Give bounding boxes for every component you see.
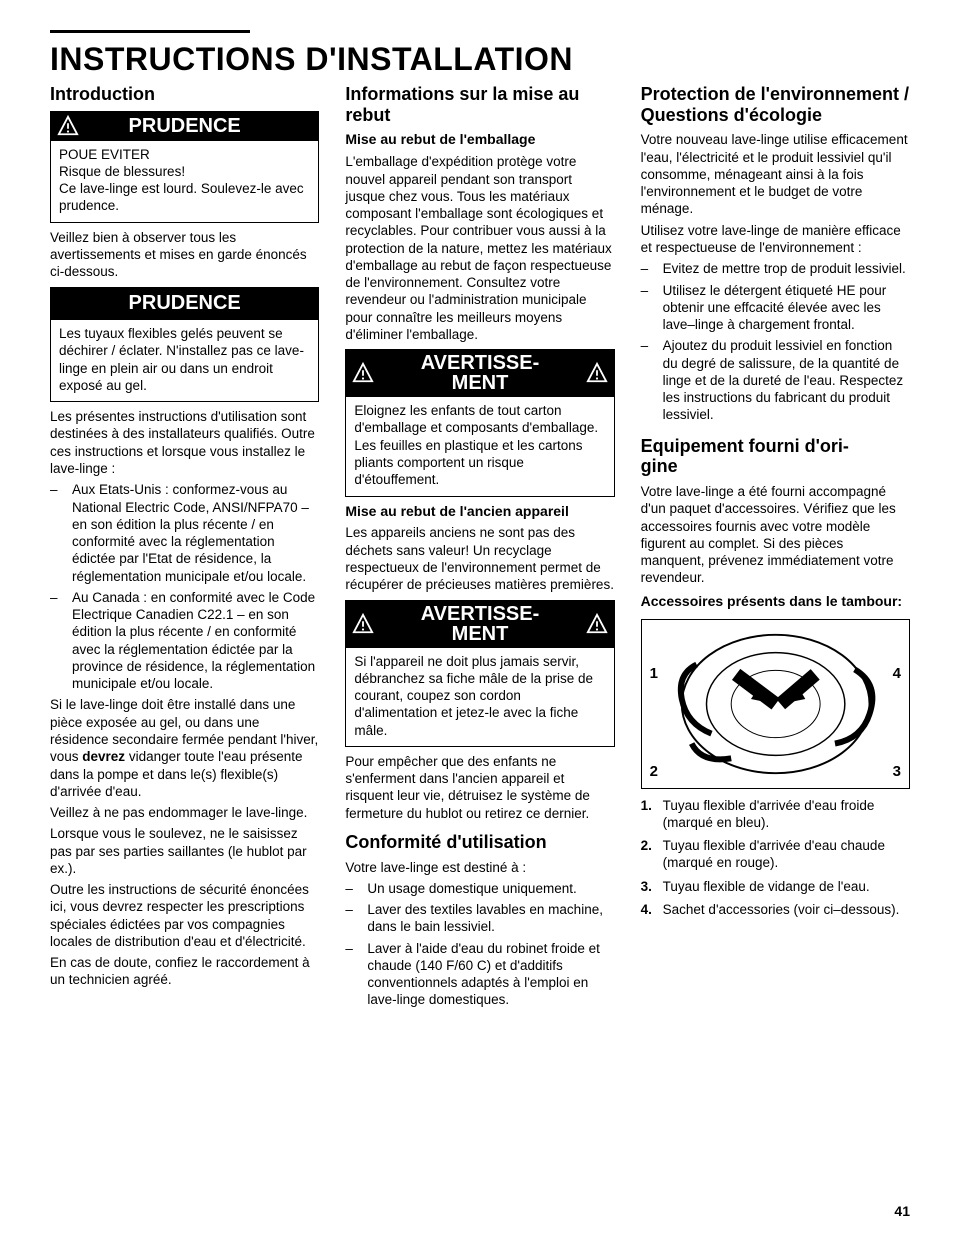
callout-3: 3 — [893, 762, 901, 781]
warning-icon — [586, 362, 608, 384]
body-text: Veillez bien à observer tous les avertis… — [50, 229, 319, 281]
caution-header: PRUDENCE — [51, 112, 318, 141]
list-item: 2.Tuyau flexible d'arrivée d'eau chaude … — [641, 837, 910, 872]
warning-body: Eloignez les enfants de tout carton d'em… — [346, 397, 613, 495]
columns: Introduction PRUDENCE POUE EVITER Risque… — [50, 84, 910, 1013]
caution-header: PRUDENCE — [51, 288, 318, 321]
bullet-list: –Aux Etats-Unis : conformez-vous au Nati… — [50, 481, 319, 692]
callout-4: 4 — [893, 664, 901, 683]
body-text: Les appareils anciens ne sont pas des dé… — [345, 524, 614, 593]
warning-box-2: AVERTISSE- MENT Si l'appareil ne doit pl… — [345, 600, 614, 747]
column-3: Protection de l'environnement / Question… — [641, 84, 910, 1013]
caution-text: POUE EVITER — [59, 146, 310, 163]
environment-heading: Protection de l'environnement / Question… — [641, 84, 910, 125]
page-number: 41 — [894, 1203, 910, 1219]
list-item: –Ajoutez du produit lessiviel en fonctio… — [641, 337, 910, 423]
body-text: Votre nouveau lave-linge utilise efficac… — [641, 131, 910, 217]
bullet-list: –Un usage domestique uniquement. –Laver … — [345, 880, 614, 1009]
caution-box-1: PRUDENCE POUE EVITER Risque de blessures… — [50, 111, 319, 223]
caution-label: PRUDENCE — [57, 291, 312, 317]
body-text: Utilisez votre lave-linge de manière eff… — [641, 222, 910, 257]
body-text: Outre les instructions de sécurité énonc… — [50, 881, 319, 950]
column-1: Introduction PRUDENCE POUE EVITER Risque… — [50, 84, 319, 1013]
page-title: INSTRUCTIONS D'INSTALLATION — [50, 41, 910, 78]
body-text: En cas de doute, confiez le raccordement… — [50, 954, 319, 989]
bullet-list: –Evitez de mettre trop de produit lessiv… — [641, 260, 910, 423]
body-text: L'emballage d'expédition protège votre n… — [345, 153, 614, 343]
list-item: 1.Tuyau flexible d'arrivée d'eau froide … — [641, 797, 910, 832]
warning-icon — [352, 613, 374, 635]
drum-illustration — [642, 620, 909, 788]
warning-label: AVERTISSE- MENT — [374, 604, 585, 644]
list-item: –Evitez de mettre trop de produit lessiv… — [641, 260, 910, 277]
warning-icon — [57, 115, 79, 137]
body-text: Votre lave-linge a été fourni accompagné… — [641, 483, 910, 587]
column-2: Informations sur la mise au rebut Mise a… — [345, 84, 614, 1013]
conformity-heading: Conformité d'utilisation — [345, 832, 614, 853]
warning-body: Si l'appareil ne doit plus jamais servir… — [346, 648, 613, 746]
drum-figure: 1 2 3 4 — [641, 619, 910, 789]
list-item: –Utilisez le détergent étiqueté HE pour … — [641, 282, 910, 334]
document-page: INSTRUCTIONS D'INSTALLATION Introduction… — [0, 0, 954, 1235]
caution-box-2: PRUDENCE Les tuyaux flexibles gelés peuv… — [50, 287, 319, 403]
body-text: Lorsque vous le soulevez, ne le saisisse… — [50, 825, 319, 877]
warning-header: AVERTISSE- MENT — [346, 601, 613, 648]
bold-text: devrez — [82, 749, 125, 764]
list-item: –Laver des textiles lavables en machine,… — [345, 901, 614, 936]
old-appliance-subheading: Mise au rebut de l'ancien appareil — [345, 503, 614, 521]
list-item: –Un usage domestique uniquement. — [345, 880, 614, 897]
packaging-subheading: Mise au rebut de l'emballage — [345, 131, 614, 149]
equipment-heading: Equipement fourni d'ori- gine — [641, 436, 910, 477]
list-item: 4.Sachet d'accessories (voir ci–dessous)… — [641, 901, 910, 918]
warning-icon — [586, 613, 608, 635]
caution-text: Ce lave-linge est lourd. Soulevez-le ave… — [59, 180, 310, 215]
list-item: –Au Canada : en conformité avec le Code … — [50, 589, 319, 693]
caution-label: PRUDENCE — [79, 116, 290, 136]
caution-body: POUE EVITER Risque de blessures! Ce lave… — [51, 141, 318, 222]
body-text: Si le lave-linge doit être installé dans… — [50, 696, 319, 800]
drum-subheading: Accessoires présents dans le tambour: — [641, 593, 910, 611]
caution-text: Risque de blessures! — [59, 163, 310, 180]
body-text: Veillez à ne pas endommager le lave-ling… — [50, 804, 319, 821]
top-rule — [50, 30, 250, 33]
warning-icon — [352, 362, 374, 384]
body-text: Votre lave-linge est destiné à : — [345, 859, 614, 876]
caution-body: Les tuyaux flexibles gelés peuvent se dé… — [51, 320, 318, 401]
list-item: 3.Tuyau flexible de vidange de l'eau. — [641, 878, 910, 895]
callout-2: 2 — [650, 762, 658, 781]
warning-header: AVERTISSE- MENT — [346, 350, 613, 397]
disposal-heading: Informations sur la mise au rebut — [345, 84, 614, 125]
list-item: –Laver à l'aide d'eau du robinet froide … — [345, 940, 614, 1009]
warning-label: AVERTISSE- MENT — [374, 353, 585, 393]
callout-1: 1 — [650, 664, 658, 683]
list-item: –Aux Etats-Unis : conformez-vous au Nati… — [50, 481, 319, 585]
warning-box-1: AVERTISSE- MENT Eloignez les enfants de … — [345, 349, 614, 496]
numbered-list: 1.Tuyau flexible d'arrivée d'eau froide … — [641, 797, 910, 919]
body-text: Les présentes instructions d'utilisation… — [50, 408, 319, 477]
intro-heading: Introduction — [50, 84, 319, 105]
body-text: Pour empêcher que des enfants ne s'enfer… — [345, 753, 614, 822]
